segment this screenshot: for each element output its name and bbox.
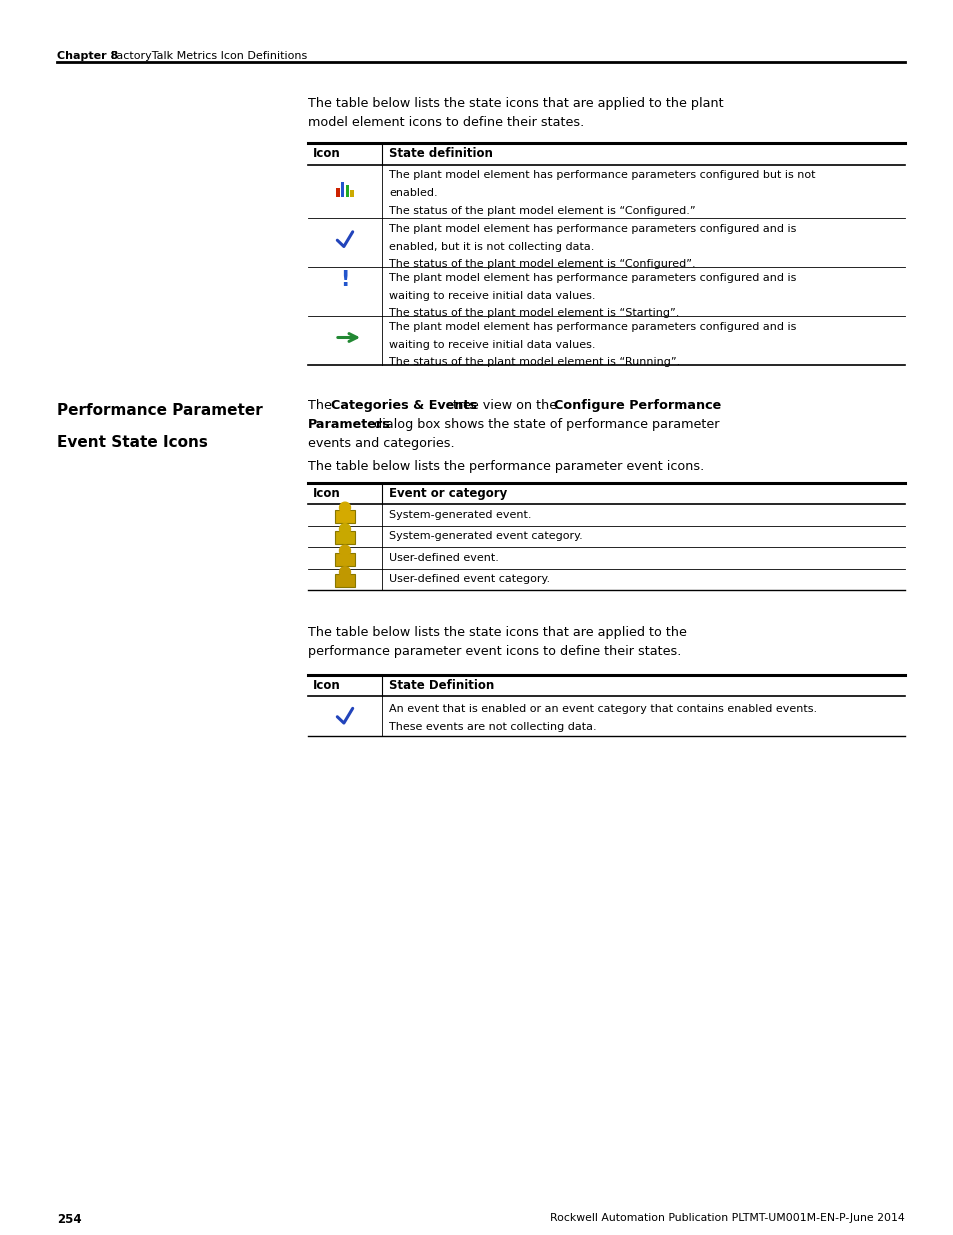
Text: The status of the plant model element is “Configured.”: The status of the plant model element is… [389,205,695,215]
Text: Event or category: Event or category [389,487,507,500]
Text: Performance Parameter: Performance Parameter [57,403,262,417]
Bar [335,188,339,198]
Text: The status of the plant model element is “Configured”.: The status of the plant model element is… [389,259,695,269]
Text: Rockwell Automation Publication PLTMT-UM001M-EN-P-June 2014: Rockwell Automation Publication PLTMT-UM… [550,1213,904,1223]
Text: State definition: State definition [389,147,493,161]
Text: Icon: Icon [313,147,340,161]
Text: The table below lists the state icons that are applied to the plant: The table below lists the state icons th… [308,98,723,110]
Text: The status of the plant model element is “Starting”.: The status of the plant model element is… [389,308,679,317]
Text: These events are not collecting data.: These events are not collecting data. [389,721,596,731]
Bar [335,552,355,566]
Bar [350,190,354,198]
Text: System-generated event category.: System-generated event category. [389,531,582,541]
Text: User-defined event category.: User-defined event category. [389,574,550,584]
Text: waiting to receive initial data values.: waiting to receive initial data values. [389,290,595,300]
Text: The plant model element has performance parameters configured and is: The plant model element has performance … [389,224,796,233]
Text: events and categories.: events and categories. [308,437,455,450]
Text: 254: 254 [57,1213,82,1226]
Bar [335,531,355,545]
Text: Chapter 8: Chapter 8 [57,51,118,61]
Bar [335,510,355,522]
Text: waiting to receive initial data values.: waiting to receive initial data values. [389,340,595,350]
Text: Icon: Icon [313,487,340,500]
Text: System-generated event.: System-generated event. [389,510,531,520]
Text: Configure Performance: Configure Performance [553,399,720,412]
Text: FactoryTalk Metrics Icon Definitions: FactoryTalk Metrics Icon Definitions [104,51,307,61]
Text: dialog box shows the state of performance parameter: dialog box shows the state of performanc… [370,417,719,431]
Text: An event that is enabled or an event category that contains enabled events.: An event that is enabled or an event cat… [389,704,817,714]
Circle shape [339,503,350,514]
Text: enabled.: enabled. [389,188,437,198]
Text: State Definition: State Definition [389,678,494,692]
Text: Categories & Events: Categories & Events [331,399,476,412]
Circle shape [339,567,350,578]
Text: Icon: Icon [313,678,340,692]
Text: The status of the plant model element is “Running”.: The status of the plant model element is… [389,357,679,367]
Bar [340,182,344,198]
Bar [345,185,349,198]
Text: tree view on the: tree view on the [448,399,560,412]
Text: model element icons to define their states.: model element icons to define their stat… [308,116,583,128]
Text: The plant model element has performance parameters configured and is: The plant model element has performance … [389,322,796,332]
Text: User-defined event.: User-defined event. [389,552,498,563]
Text: Event State Icons: Event State Icons [57,435,208,450]
Text: performance parameter event icons to define their states.: performance parameter event icons to def… [308,645,680,658]
Circle shape [339,524,350,535]
Text: The table below lists the performance parameter event icons.: The table below lists the performance pa… [308,459,703,473]
Text: Parameters: Parameters [308,417,391,431]
Text: The: The [308,399,335,412]
Text: The plant model element has performance parameters configured but is not: The plant model element has performance … [389,170,815,180]
Text: !: ! [340,270,350,290]
Text: enabled, but it is not collecting data.: enabled, but it is not collecting data. [389,242,594,252]
Circle shape [339,545,350,556]
Text: The table below lists the state icons that are applied to the: The table below lists the state icons th… [308,626,686,638]
Bar [335,574,355,587]
Text: The plant model element has performance parameters configured and is: The plant model element has performance … [389,273,796,283]
